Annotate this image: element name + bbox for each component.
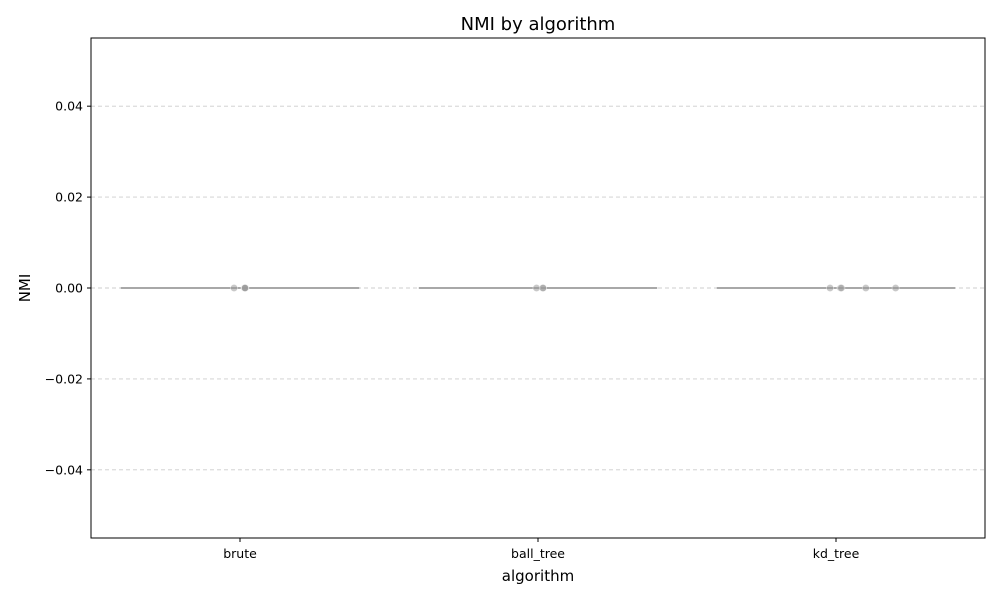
data-point (230, 284, 238, 292)
data-point (861, 284, 870, 292)
chart-title: NMI by algorithm (461, 14, 616, 35)
y-axis: 0.04 0.02 0.00 −0.02 −0.04 (45, 99, 91, 477)
y-tick-label: 0.00 (55, 281, 83, 296)
y-tick-label: −0.04 (45, 462, 83, 477)
y-axis-label: NMI (16, 274, 34, 303)
data-point (241, 284, 249, 292)
y-tick-label: 0.02 (55, 190, 83, 205)
data-point (837, 284, 846, 292)
data-point (826, 284, 834, 292)
data-point (532, 284, 541, 292)
points (230, 284, 900, 292)
y-tick-label: 0.04 (55, 99, 83, 114)
x-tick-label: brute (223, 546, 257, 561)
data-point (891, 284, 900, 292)
x-axis-label: algorithm (502, 567, 574, 585)
y-tick-label: −0.02 (45, 371, 83, 386)
x-tick-label: kd_tree (813, 546, 860, 561)
x-axis: brute ball_tree kd_tree (223, 538, 860, 561)
x-tick-label: ball_tree (511, 546, 565, 561)
data-point (539, 284, 547, 292)
